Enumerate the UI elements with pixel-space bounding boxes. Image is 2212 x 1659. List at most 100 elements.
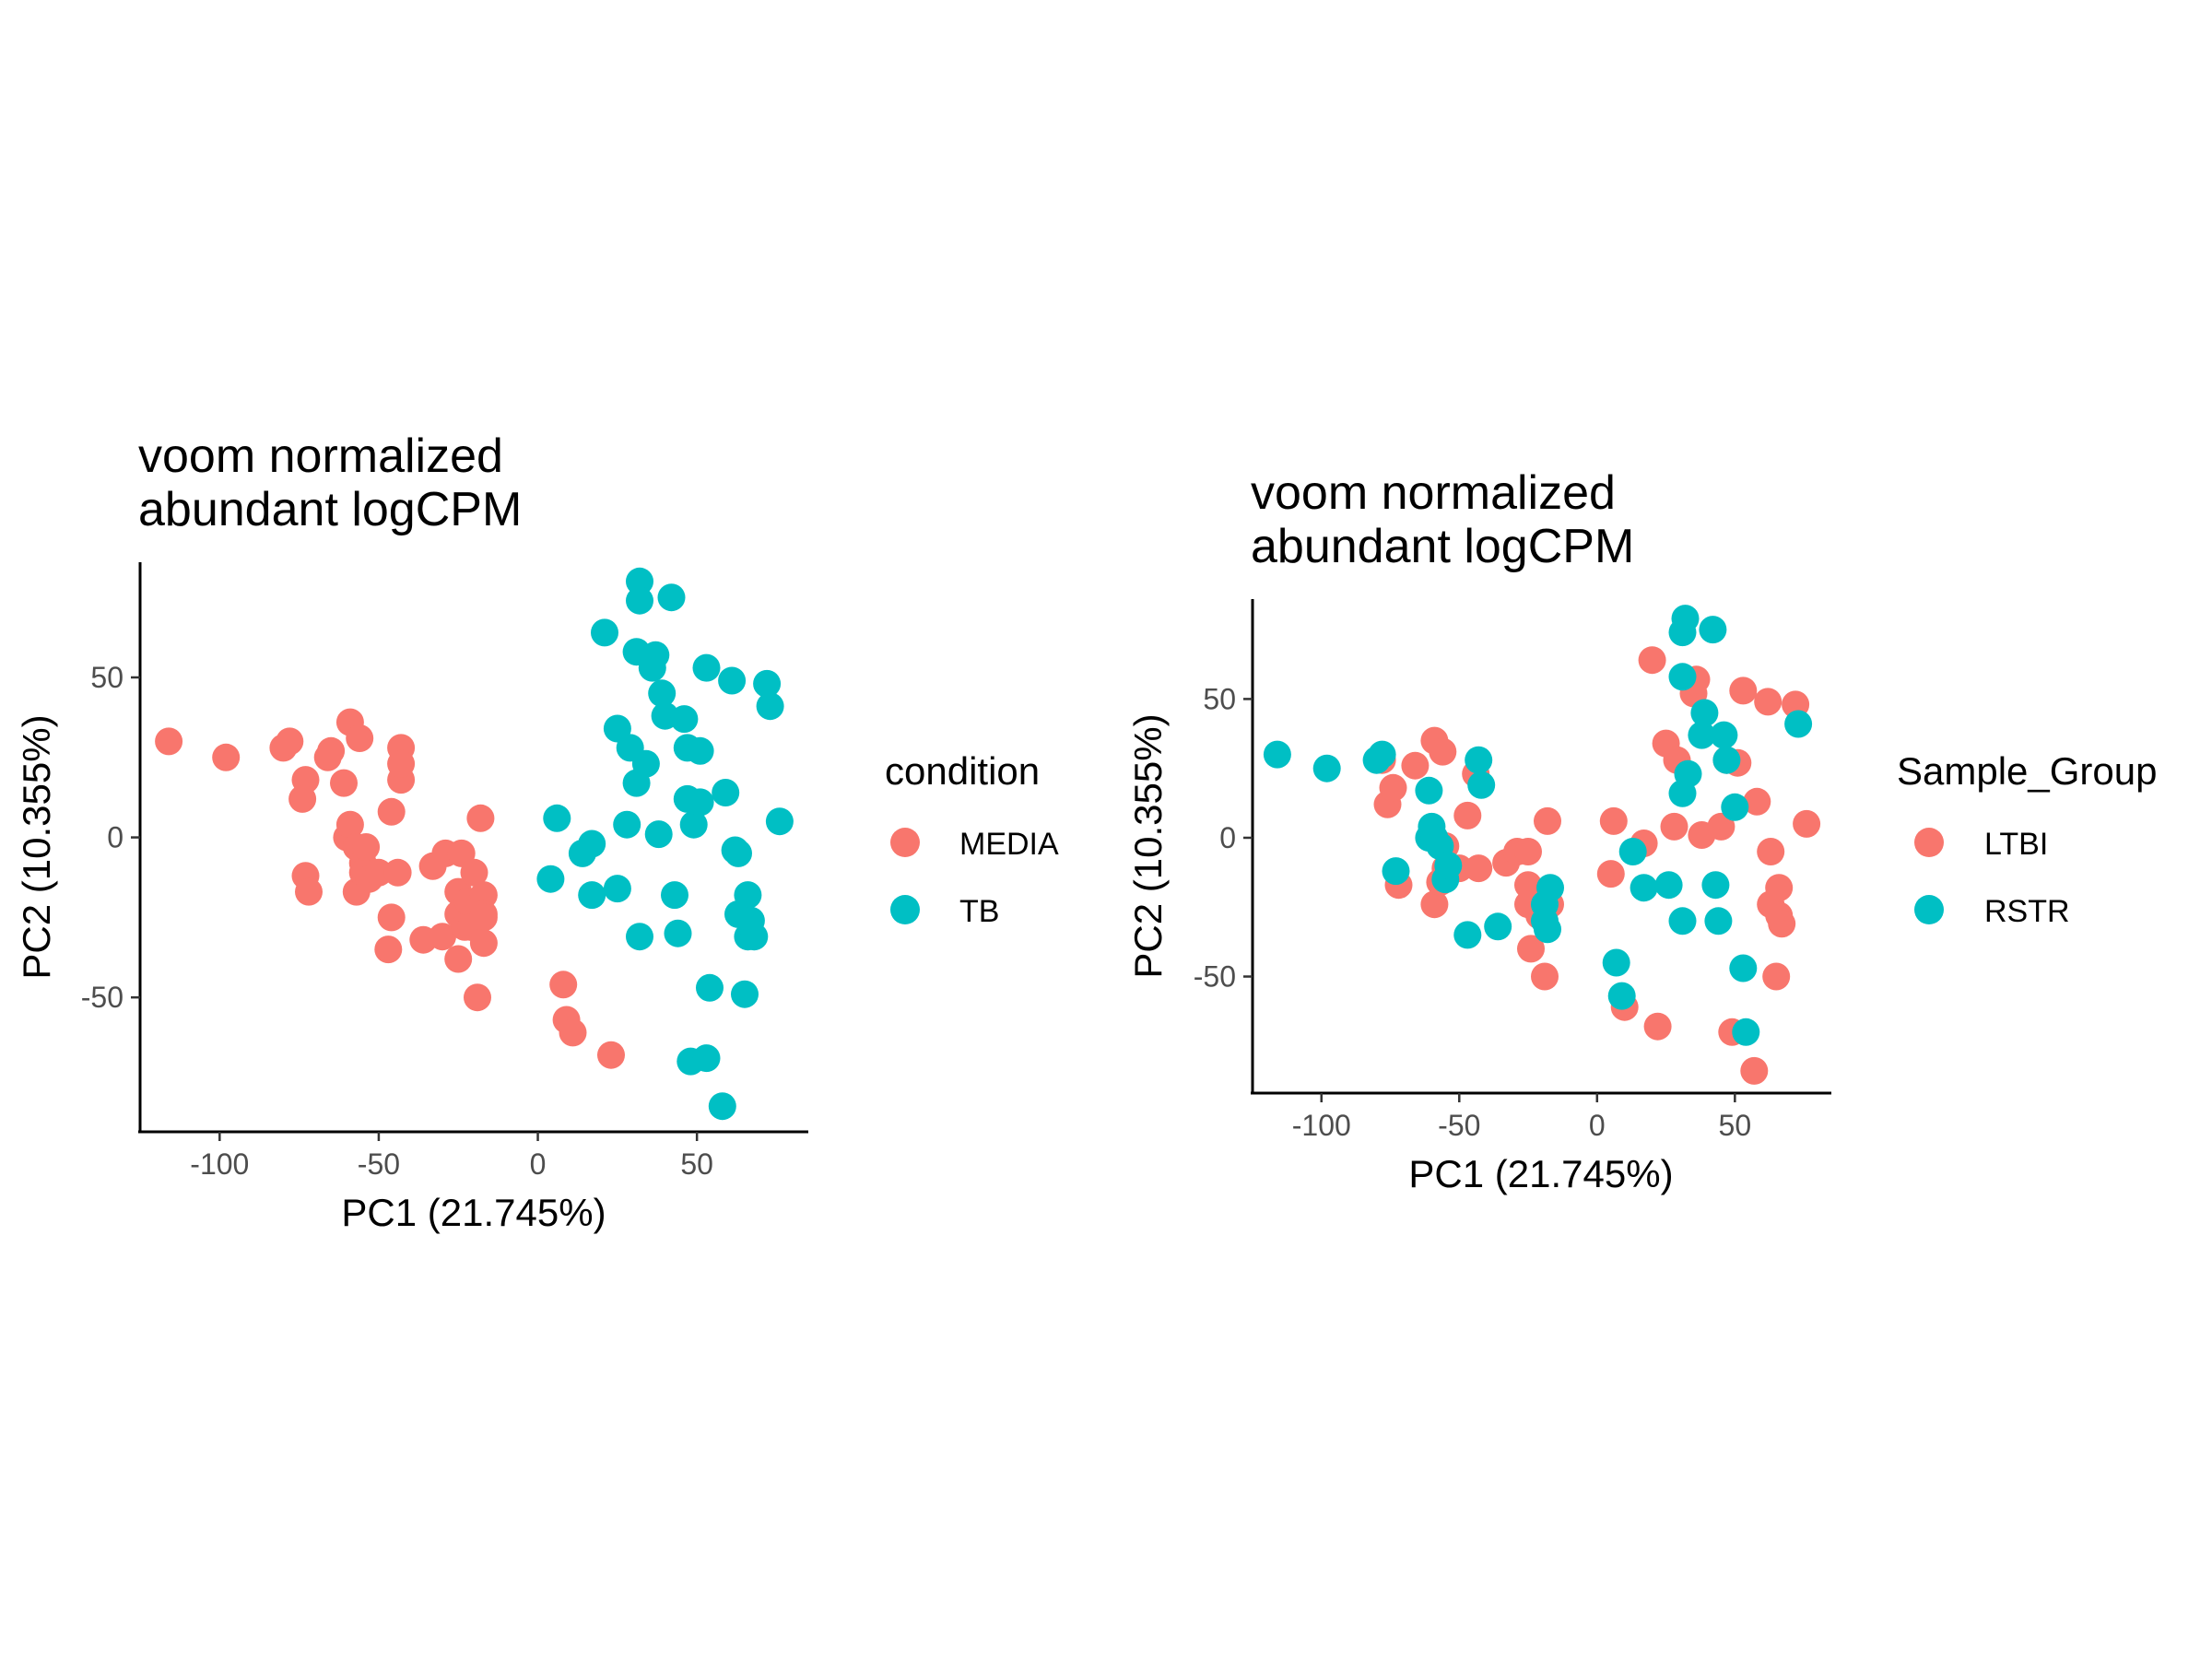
data-point-media-49 [559, 1018, 587, 1047]
y-tick-label: 50 [1203, 682, 1236, 715]
x-axis-title: PC1 (21.745%) [1408, 1152, 1673, 1195]
data-point-media-19 [352, 833, 381, 861]
data-point-media-47 [549, 971, 578, 999]
data-point-tb-38 [724, 839, 752, 867]
plot-title-line-1: voom normalized [1251, 466, 1616, 520]
data-point-rstr-24 [1654, 871, 1683, 900]
data-point-tb-28 [679, 810, 708, 839]
data-point-rstr-35 [1704, 907, 1733, 935]
data-point-rstr-28 [1668, 907, 1697, 935]
data-point-tb-15 [631, 749, 660, 778]
data-point-ltbi-50 [1768, 910, 1796, 938]
y-tick-label: -50 [1194, 960, 1236, 994]
scatter-points [155, 567, 794, 1121]
data-point-ltbi-22 [1531, 962, 1559, 991]
data-point-rstr-12 [1453, 921, 1482, 949]
legend-title: Sample_Group [1897, 749, 2158, 793]
legend-title: condition [885, 749, 1040, 793]
data-point-media-3 [276, 727, 304, 756]
data-point-media-45 [469, 903, 498, 932]
data-point-tb-12 [626, 567, 653, 595]
axis-ticks: -100 -50 0 50 -50 0 50 [1194, 682, 1751, 1142]
data-point-ltbi-25 [1596, 860, 1625, 888]
data-point-rstr-36 [1710, 721, 1738, 749]
data-point-tb-23 [664, 919, 692, 947]
data-point-tb-13 [626, 923, 653, 951]
data-point-tb-40 [731, 980, 759, 1008]
data-point-tb-1 [543, 804, 571, 832]
data-point-media-12 [335, 810, 364, 839]
data-point-rstr-38 [1721, 793, 1749, 821]
data-point-tb-17 [641, 641, 670, 669]
data-point-ltbi-29 [1638, 646, 1666, 675]
plot-title-line-2: abundant logCPM [1251, 520, 1634, 573]
data-point-tb-8 [613, 810, 641, 839]
data-point-media-10 [330, 769, 358, 797]
y-tick-label: 50 [90, 661, 124, 694]
data-point-media-25 [383, 858, 412, 887]
data-point-media-28 [387, 749, 416, 778]
data-point-tb-21 [657, 583, 686, 612]
data-point-rstr-0 [1263, 740, 1291, 769]
data-point-ltbi-6 [1420, 890, 1449, 919]
data-point-ltbi-42 [1740, 1056, 1769, 1085]
legend: condition MEDIA TB [885, 749, 1059, 929]
data-point-tb-35 [712, 779, 740, 806]
data-point-media-5 [288, 784, 317, 813]
data-point-rstr-14 [1467, 771, 1496, 799]
legend-label-rstr: RSTR [1984, 894, 2070, 929]
x-tick-label: 0 [1589, 1109, 1606, 1142]
legend-key-ltbi [1914, 828, 1944, 857]
data-point-ltbi-12 [1453, 801, 1482, 830]
data-point-rstr-3 [1368, 740, 1396, 769]
legend-key-rstr [1914, 895, 1944, 924]
data-point-tb-45 [753, 669, 782, 698]
pca-plot-sample-group: voom normalized abundant logCPM -100 -50 0… [1126, 466, 2158, 1195]
data-point-media-1 [212, 743, 241, 771]
data-point-rstr-11 [1434, 852, 1463, 880]
data-point-media-40 [460, 858, 488, 887]
data-point-ltbi-17 [1514, 838, 1542, 865]
y-axis-title: PC2 (10.355%) [15, 714, 58, 979]
y-tick-label: 0 [1219, 821, 1236, 854]
data-point-tb-33 [696, 973, 724, 1002]
y-tick-label: 0 [107, 821, 124, 854]
data-point-tb-4 [578, 881, 606, 910]
data-point-media-21 [364, 858, 393, 887]
data-point-media-50 [597, 1041, 625, 1069]
data-point-media-43 [469, 881, 498, 910]
data-point-tb-0 [536, 865, 565, 893]
data-point-tb-41 [734, 881, 762, 910]
data-point-ltbi-45 [1757, 838, 1785, 865]
data-point-tb-19 [648, 679, 677, 708]
data-point-rstr-23 [1630, 874, 1658, 902]
legend-label-tb: TB [959, 894, 999, 929]
data-point-tb-29 [686, 736, 714, 765]
data-point-media-16 [346, 724, 374, 752]
plot-title-line-1: voom normalized [138, 429, 503, 483]
legend-key-tb [890, 895, 920, 924]
data-point-rstr-32 [1690, 699, 1719, 727]
data-point-ltbi-44 [1754, 688, 1783, 716]
data-point-rstr-40 [1732, 1018, 1760, 1046]
data-point-rstr-4 [1382, 857, 1410, 886]
data-point-ltbi-20 [1517, 935, 1545, 963]
data-point-tb-24 [670, 705, 699, 734]
data-point-ltbi-47 [1762, 962, 1791, 991]
legend-label-media: MEDIA [959, 827, 1059, 862]
data-point-tb-32 [692, 1044, 721, 1073]
data-point-tb-3 [578, 830, 606, 858]
x-tick-label: -50 [358, 1147, 400, 1181]
axis-ticks: -100 -50 0 50 -50 0 50 [81, 661, 713, 1181]
data-point-rstr-41 [1784, 710, 1813, 738]
data-point-tb-5 [591, 618, 618, 647]
data-point-ltbi-48 [1765, 874, 1794, 902]
data-point-rstr-21 [1607, 982, 1636, 1010]
data-point-media-31 [429, 923, 456, 951]
data-point-ltbi-26 [1599, 806, 1628, 835]
data-point-rstr-20 [1602, 948, 1630, 977]
data-point-rstr-39 [1729, 954, 1758, 982]
data-point-rstr-37 [1712, 746, 1741, 774]
scatter-points [1263, 605, 1821, 1085]
